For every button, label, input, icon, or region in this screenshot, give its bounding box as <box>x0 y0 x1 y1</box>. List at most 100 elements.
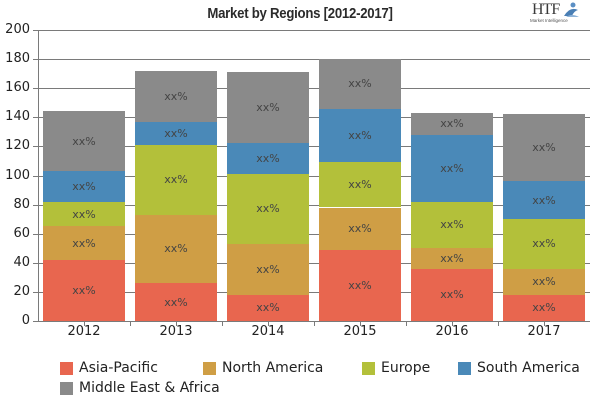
bar-segment: xx% <box>319 162 401 208</box>
x-tick <box>314 321 315 326</box>
bar-segment: xx% <box>43 111 125 172</box>
legend-swatch <box>60 361 73 375</box>
gridline <box>38 117 590 118</box>
x-tick <box>268 321 269 326</box>
y-tick-label: 80 <box>13 197 30 212</box>
legend-label: North America <box>222 360 324 376</box>
bar-segment: xx% <box>411 201 493 249</box>
x-tick <box>406 321 407 326</box>
gridline <box>38 205 590 206</box>
x-tick-label: 2014 <box>251 324 285 339</box>
x-tick <box>222 321 223 326</box>
x-tick <box>84 321 85 326</box>
y-tick <box>33 234 38 235</box>
x-tick <box>498 321 499 326</box>
bar-segment: xx% <box>227 143 309 175</box>
bar-segment: xx% <box>503 294 585 321</box>
x-tick <box>452 321 453 326</box>
legend-item-asia-pacific: Asia-Pacific <box>60 360 158 376</box>
legend-label: Europe <box>381 360 431 376</box>
chart-title: Market by Regions [2012-2017] <box>207 5 393 22</box>
legend-swatch <box>362 361 375 375</box>
bar-segment: xx% <box>227 294 309 321</box>
y-tick <box>33 263 38 264</box>
x-tick <box>360 321 361 326</box>
y-tick <box>33 59 38 60</box>
legend-item-south-america: South America <box>458 360 580 376</box>
bar-segment: xx% <box>135 214 217 284</box>
y-tick-label: 100 <box>5 168 30 183</box>
gridline <box>38 59 590 60</box>
y-tick-label: 60 <box>13 226 30 241</box>
bar-segment: xx% <box>135 144 217 215</box>
legend-swatch <box>458 361 471 375</box>
gridline <box>38 30 590 31</box>
bar-segment: xx% <box>319 108 401 163</box>
y-tick-label: 0 <box>21 313 30 328</box>
y-tick <box>33 292 38 293</box>
x-tick-label: 2013 <box>159 324 193 339</box>
bar-segment: xx% <box>319 207 401 250</box>
y-tick-label: 160 <box>5 80 30 95</box>
x-axis <box>38 321 590 322</box>
legend-label: Asia-Pacific <box>79 360 158 376</box>
bar-segment: xx% <box>43 259 125 321</box>
y-tick-label: 180 <box>5 51 30 66</box>
legend-swatch <box>60 381 73 395</box>
y-tick-label: 120 <box>5 138 30 153</box>
bar-segment: xx% <box>43 201 125 227</box>
logo-brand: HTF <box>532 1 560 18</box>
legend-label: South America <box>477 360 580 376</box>
gridline <box>38 234 590 235</box>
x-tick <box>544 321 545 326</box>
y-tick-label: 20 <box>13 284 30 299</box>
bar-segment: xx% <box>135 121 217 145</box>
y-axis <box>38 30 39 321</box>
gridline <box>38 263 590 264</box>
gridline <box>38 88 590 89</box>
y-tick <box>33 30 38 31</box>
bar-segment: xx% <box>503 181 585 220</box>
bar-segment: xx% <box>411 112 493 135</box>
y-tick <box>33 176 38 177</box>
bar-segment: xx% <box>227 174 309 244</box>
bar-segment: xx% <box>319 249 401 321</box>
y-tick <box>33 205 38 206</box>
gridline <box>38 176 590 177</box>
y-tick-label: 40 <box>13 255 30 270</box>
bar-segment: xx% <box>227 72 309 144</box>
legend-label: Middle East & Africa <box>79 380 220 396</box>
legend-item-middle-east-africa: Middle East & Africa <box>60 380 220 396</box>
bar-segment: xx% <box>503 219 585 269</box>
bar-segment: xx% <box>503 268 585 295</box>
bar-segment: xx% <box>503 114 585 182</box>
bar-segment: xx% <box>43 226 125 260</box>
legend-item-europe: Europe <box>362 360 430 376</box>
x-tick-label: 2016 <box>435 324 469 339</box>
y-tick <box>33 146 38 147</box>
gridline <box>38 146 590 147</box>
bar-segment: xx% <box>319 59 401 109</box>
y-tick <box>33 321 38 322</box>
bar-segment: xx% <box>135 283 217 321</box>
y-tick-label: 140 <box>5 109 30 124</box>
y-tick <box>33 88 38 89</box>
y-tick-label: 200 <box>5 22 30 37</box>
x-tick <box>176 321 177 326</box>
bar-segment: xx% <box>227 243 309 295</box>
x-tick-label: 2017 <box>527 324 561 339</box>
bar-segment: xx% <box>411 268 493 321</box>
logo-mark-icon <box>564 2 579 17</box>
htf-logo: HTF Market Intelligence <box>528 1 586 27</box>
bar-segment: xx% <box>411 134 493 202</box>
bar-segment: xx% <box>135 70 217 122</box>
legend-swatch <box>203 361 216 375</box>
gridline <box>38 292 590 293</box>
logo-tagline: Market Intelligence <box>530 18 568 23</box>
x-tick-label: 2012 <box>67 324 101 339</box>
bar-segment: xx% <box>43 171 125 202</box>
legend-item-north-america: North America <box>203 360 323 376</box>
y-tick <box>33 117 38 118</box>
x-tick-label: 2015 <box>343 324 377 339</box>
